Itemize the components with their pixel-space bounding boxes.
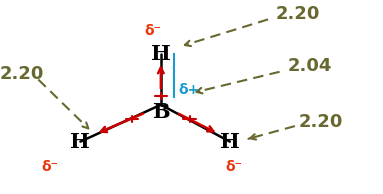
Text: H: H (151, 44, 171, 64)
Text: δ⁻: δ⁻ (145, 24, 162, 38)
Text: δ⁻: δ⁻ (41, 160, 58, 174)
Text: 2.20: 2.20 (0, 65, 44, 83)
Text: δ+: δ+ (178, 83, 199, 97)
Text: 2.20: 2.20 (276, 5, 320, 23)
Text: δ⁻: δ⁻ (225, 160, 242, 174)
Text: 2.20: 2.20 (299, 113, 343, 131)
Text: 2.04: 2.04 (287, 57, 332, 75)
Text: H: H (220, 132, 240, 152)
Text: B: B (152, 101, 170, 122)
Text: H: H (70, 132, 90, 152)
